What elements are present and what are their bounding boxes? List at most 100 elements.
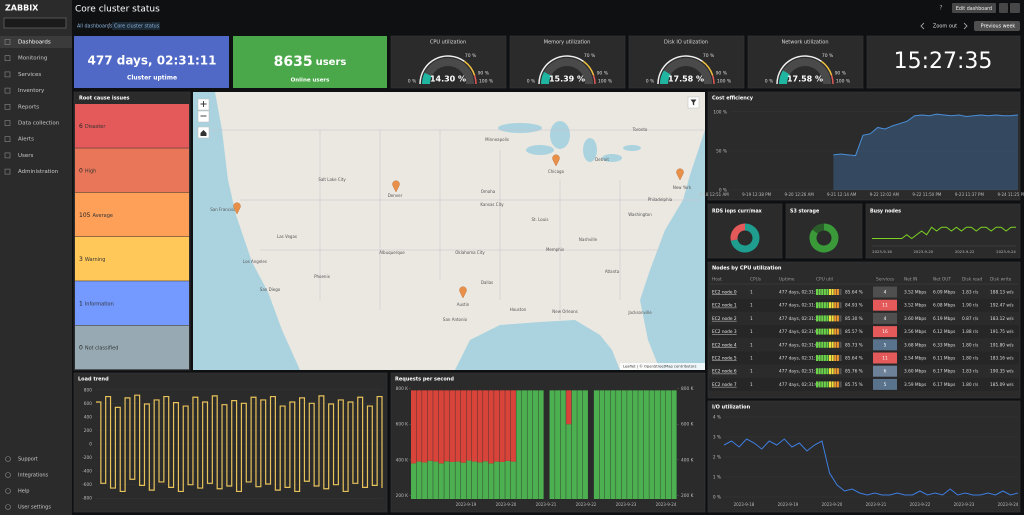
menu-item[interactable]: Data collection [18,121,60,127]
zoom-out[interactable]: Zoom out [933,24,957,30]
bar-fail [427,390,433,461]
menu-item[interactable]: Alerts [18,137,34,143]
help[interactable]: ? [939,5,942,12]
breadcrumb-sep [107,22,111,30]
severity-text[interactable]: 6 Disaster [79,123,106,130]
severity-cell[interactable] [75,148,189,193]
map-marker[interactable] [459,286,467,299]
severity-cell[interactable] [75,281,189,325]
table-cell[interactable]: EC2 node 4 [712,342,737,348]
menu-item[interactable]: Monitoring [18,56,47,62]
period-button[interactable] [974,21,1020,31]
map-marker[interactable] [392,180,400,193]
search-box[interactable] [3,17,67,29]
table-cell[interactable]: EC2 node 0 [712,290,737,296]
table-cell[interactable]: EC2 node 6 [712,369,737,375]
table-cell: 1 [750,316,753,322]
map-marker[interactable] [233,202,241,215]
bar-ok [483,461,489,499]
menu-button[interactable] [1010,3,1020,13]
table-cell[interactable]: EC2 node 3 [712,329,737,335]
widget-title: Requests per second [395,377,454,383]
uptime-label: Cluster uptime [127,75,177,82]
footer-item[interactable]: Support [18,457,38,463]
y-tick-label: 600 [84,401,92,407]
row-bg [709,298,1019,312]
uptime-widget [74,36,229,88]
edit-button[interactable] [952,3,996,13]
map-control[interactable] [197,110,210,123]
row-bg [709,351,1019,365]
gauge-threshold: 70 % [822,53,834,59]
filter-icon[interactable] [690,99,697,106]
severity-cell[interactable] [75,236,189,281]
row-bg [709,325,1019,339]
table-cell: 1 [750,303,753,309]
menu-item[interactable]: Services [18,72,41,78]
footer-icon [5,472,11,478]
cpu-cell [829,328,832,335]
cpu-cell [834,289,837,295]
gauge-threshold: 70 % [584,53,596,59]
map-label: Philadelphia [648,197,673,202]
cpu-cell [829,368,832,375]
menu-item[interactable]: Dashboards [18,40,51,46]
severity-cell[interactable] [75,104,189,148]
table-cell[interactable]: EC2 node 1 [712,303,737,309]
menu-item[interactable]: Reports [18,104,39,110]
map-marker[interactable] [552,154,560,167]
map-marker[interactable] [676,168,684,181]
next-arrow[interactable] [963,22,968,30]
severity-text[interactable]: 1 Information [79,300,114,307]
prev-arrow[interactable] [920,22,925,30]
cpu-cell [836,328,839,335]
map-label: San Francisco [210,207,238,212]
menu-active [0,36,72,48]
menu-icon [4,55,11,62]
severity-text[interactable]: 105 Average [79,211,113,218]
severity-text[interactable]: 0 High [79,167,96,174]
breadcrumb[interactable]: All dashboards [77,24,113,30]
home-icon[interactable] [200,130,207,136]
severity-text[interactable]: 3 Warning [79,256,105,263]
gauge-band [711,75,715,85]
map[interactable]: Salt Lake City Denver Kansas City Chicago De… [193,92,705,370]
cpu-cell [818,302,821,309]
y-tick-label: 800 K [396,386,409,392]
map-label: Oklahoma City [455,250,485,255]
menu-item[interactable]: Users [18,153,34,159]
table-cell[interactable]: EC2 node 7 [712,382,737,388]
table-cell[interactable]: EC2 node 5 [712,356,737,362]
severity-label: Information [85,301,114,307]
menu-item[interactable]: Inventory [18,88,45,94]
period-label[interactable]: Previous week [981,24,1016,30]
menu-item[interactable]: Administration [18,169,59,175]
bar-ok [549,390,555,499]
map-attribution[interactable]: Leaflet | © OpenStreetMap contributors [623,365,697,369]
cpu-cell [816,368,819,375]
bar-ok [449,461,455,499]
severity-text[interactable]: 0 Not classified [79,344,118,351]
breadcrumb[interactable]: Core cluster status [114,24,160,30]
footer-item[interactable]: User settings [18,505,51,511]
footer-item[interactable]: Help [18,489,29,495]
x-tick-label: 2023-9-19 [456,502,477,507]
gauge-title: Disk IO utilization [664,40,708,46]
footer-item[interactable]: Integrations [18,473,49,479]
gauge-title: CPU utilization [430,40,466,46]
table-cell[interactable]: EC2 node 2 [712,316,737,322]
gauge-min: 0 % [765,79,774,85]
kiosk-button[interactable] [999,3,1008,13]
severity-cell[interactable] [75,192,189,237]
x-tick-label: 9-21 12:14 AM [827,192,857,197]
table-cell: 3.52 Mbps [904,303,927,309]
cpu-cell [826,328,829,335]
table-cell: 5 [884,342,887,348]
y-tick-label: 1 % [713,475,721,481]
services-cell [873,339,897,351]
edit-button-label[interactable]: Edit dashboard [956,6,992,12]
x-tick-label: 9-24 11:25 PM [997,192,1024,197]
zoom-in-icon[interactable] [200,101,207,107]
severity-cell[interactable] [75,325,189,370]
bar-ok [627,390,633,499]
